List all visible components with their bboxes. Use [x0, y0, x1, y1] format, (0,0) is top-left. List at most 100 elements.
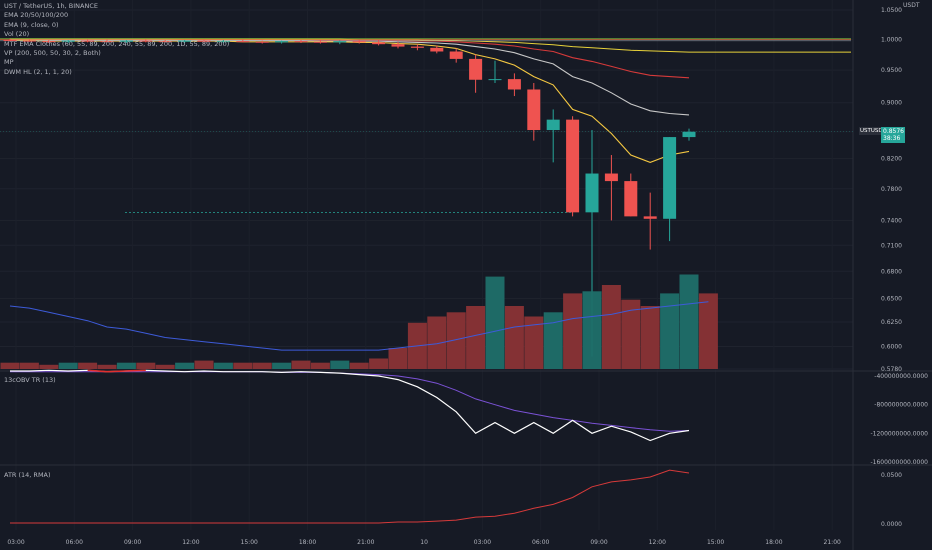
grid-lines — [0, 0, 853, 530]
candle-body — [643, 216, 657, 219]
legend-dwm[interactable]: DWM HL (2, 1, 1, 20) — [4, 67, 72, 76]
candle-body — [604, 173, 618, 182]
legend-obv[interactable]: 13cOBV TR (13) — [4, 376, 56, 384]
time-tick-label: 12:00 — [649, 539, 666, 546]
time-tick-label: 06:00 — [532, 539, 549, 546]
obv-tick-label: -1200000000.0000 — [870, 430, 928, 437]
candle-body — [391, 44, 405, 47]
volume-bar — [58, 362, 78, 369]
volume-bar — [291, 360, 311, 369]
candle-body — [216, 41, 230, 43]
candle-body — [546, 119, 560, 131]
time-tick-label: 10 — [420, 539, 428, 546]
volume-bar — [272, 362, 292, 369]
legend-atr[interactable]: ATR (14, RMA) — [4, 471, 51, 479]
indicator-legend: UST / TetherUS, 1h, BINANCE EMA 20/50/10… — [4, 2, 229, 77]
time-tick-label: 15:00 — [707, 539, 724, 546]
time-tick-label: 09:00 — [124, 539, 141, 546]
legend-mp[interactable]: MP — [4, 58, 14, 67]
price-tick-label: 1.0000 — [881, 36, 902, 43]
price-tick-label: 0.8200 — [881, 156, 902, 163]
candle-body — [624, 181, 638, 217]
time-tick-label: 12:00 — [182, 539, 199, 546]
candle-body — [42, 41, 56, 43]
volume-bar — [310, 362, 330, 369]
volume-bar — [194, 360, 214, 369]
candle-body — [81, 40, 95, 42]
candle-body — [178, 40, 192, 42]
candle-body — [119, 40, 133, 42]
price-axis[interactable]: 1.0500 1.0000 0.9500 0.9000 0.8200 0.7800 0.74… — [881, 7, 902, 373]
candle-body — [22, 40, 36, 42]
candle-body — [527, 89, 541, 131]
legend-ema[interactable]: EMA 20/50/100/200 — [4, 11, 69, 20]
volume-bar — [563, 293, 583, 369]
candle-body — [585, 173, 599, 213]
obv-highlight-line — [87, 369, 146, 373]
candle-body — [313, 41, 327, 43]
candle-body — [488, 79, 502, 81]
legend-vp[interactable]: VP (200, 500, 50, 30, 2, Both) — [4, 48, 101, 57]
volume-bar — [39, 364, 59, 369]
volume-bar — [601, 285, 621, 369]
candle-body — [566, 119, 580, 213]
volume-bar — [233, 362, 253, 369]
volume-bar — [349, 362, 369, 369]
atr-tick-label: 0.0000 — [881, 521, 902, 528]
candle-body — [507, 79, 521, 90]
price-tick-label: 0.7400 — [881, 217, 902, 224]
volume-bar — [116, 362, 136, 369]
candle-body — [294, 41, 308, 43]
candles[interactable] — [3, 38, 696, 357]
last-price: 0.8576 — [883, 128, 904, 135]
price-tick-label: 0.7100 — [881, 242, 902, 249]
volume-bar — [427, 316, 447, 369]
volume-bar — [485, 276, 505, 369]
volume-bar — [698, 293, 718, 369]
volume-bar — [466, 306, 486, 369]
time-tick-label: 18:00 — [299, 539, 316, 546]
legend-vol[interactable]: Vol (20) — [4, 30, 30, 39]
legend-symbol[interactable]: UST / TetherUS, 1h, BINANCE — [4, 2, 98, 10]
candle-body — [61, 40, 75, 42]
volume-bar — [679, 274, 699, 369]
volume-bar — [175, 362, 195, 369]
legend-ema9[interactable]: EMA (9, close, 0) — [4, 20, 59, 29]
time-tick-label: 15:00 — [241, 539, 258, 546]
volume-bar — [640, 306, 660, 369]
candle-body — [682, 131, 696, 138]
volume-bar — [330, 360, 350, 369]
time-tick-label: 09:00 — [590, 539, 607, 546]
volume-bar — [213, 362, 233, 369]
candle-body — [3, 39, 17, 41]
candle-body — [100, 41, 114, 43]
atr-line — [10, 469, 690, 524]
time-axis[interactable]: 03:00 06:00 09:00 12:00 15:00 18:00 21:00 10 03:… — [7, 539, 841, 546]
obv-tick-label: -400000000.0000 — [874, 373, 928, 380]
price-tick-label: 1.0500 — [881, 7, 902, 14]
time-tick-label: 06:00 — [66, 539, 83, 546]
atr-tick-label: 0.0500 — [881, 472, 902, 479]
currency-label: USDT — [903, 2, 920, 9]
candle-body — [469, 58, 483, 80]
volume-bar — [388, 348, 408, 369]
candle-body — [236, 41, 250, 43]
moving-averages — [0, 37, 853, 213]
price-tick-label: 0.6000 — [881, 344, 902, 351]
candle-body — [352, 41, 366, 43]
volume-bar — [582, 291, 602, 369]
candle-body — [663, 137, 677, 219]
volume-bar — [0, 362, 20, 369]
countdown: 38:36 — [883, 135, 901, 142]
symbol-badge: USTUSDT — [859, 127, 887, 135]
legend-mtf-ema[interactable]: MTF EMA Clothes (60, 55, 89, 200, 240, 5… — [4, 39, 230, 48]
time-tick-label: 21:00 — [824, 539, 841, 546]
obv-signal-line — [10, 371, 690, 432]
volume-bar — [136, 362, 156, 369]
time-tick-label: 18:00 — [765, 539, 782, 546]
volume-bar — [78, 362, 98, 369]
volume-bar — [660, 293, 680, 369]
time-tick-label: 21:00 — [357, 539, 374, 546]
candle-body — [197, 40, 211, 42]
